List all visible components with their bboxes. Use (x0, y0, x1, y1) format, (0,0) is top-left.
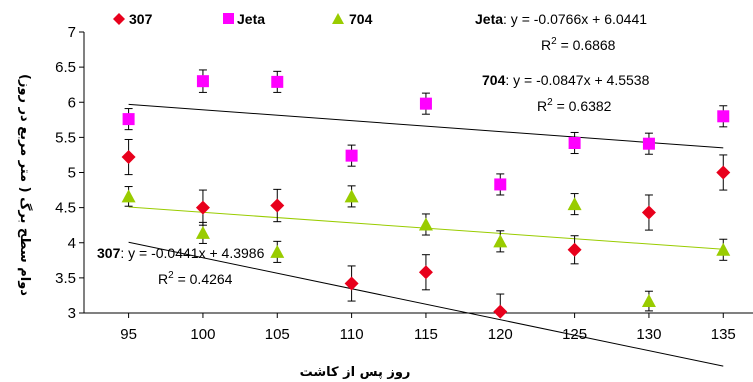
y-tick-label: 6.5 (55, 59, 76, 76)
x-axis-title: روز پس از کاشت (300, 365, 411, 380)
y-tick-label: 4 (68, 235, 76, 252)
legend-item-307: 307 (113, 11, 153, 27)
trendline-307 (128, 241, 724, 367)
data-point-jeta (494, 178, 507, 191)
legend-item-704: 704 (332, 11, 373, 27)
data-point-307 (344, 276, 359, 291)
x-tick-label: 115 (414, 326, 438, 343)
x-tick-label: 135 (711, 326, 736, 343)
y-tick-label: 6 (68, 94, 76, 111)
data-point-307 (493, 304, 508, 319)
x-tick-label: 130 (636, 326, 661, 343)
data-point-704 (344, 189, 359, 203)
data-point-jeta (642, 137, 655, 150)
data-point-jeta (568, 136, 581, 149)
data-point-307 (195, 200, 210, 215)
equation-307-name: 307 (97, 245, 121, 261)
data-point-704 (121, 189, 136, 203)
data-point-jeta (345, 149, 358, 162)
equation-jeta-line: Jeta: y = -0.0766x + 6.0441 (475, 11, 647, 27)
y-tick-label: 5.5 (55, 129, 76, 146)
equation-307: 307: y = -0.0441x + 4.3986 R2 = 0.4264 (97, 245, 265, 287)
equation-jeta-formula: : y = -0.0766x + 6.0441 (503, 11, 647, 27)
equation-jeta: Jeta: y = -0.0766x + 6.0441 R2 = 0.6868 (475, 11, 647, 53)
equation-307-r2: R2 = 0.4264 (158, 270, 233, 287)
legend-label-jeta: Jeta (237, 11, 265, 27)
equation-704-name: 704 (482, 72, 506, 88)
equation-704: 704: y = -0.0847x + 4.5538 R2 = 0.6382 (482, 72, 650, 114)
equation-704-line: 704: y = -0.0847x + 4.5538 (482, 72, 650, 88)
data-point-704 (716, 242, 731, 256)
data-point-307 (567, 242, 582, 257)
data-point-jeta (196, 75, 209, 88)
y-tick-label: 7 (68, 24, 76, 41)
x-tick-label: 105 (265, 326, 290, 343)
legend-label-307: 307 (129, 11, 153, 27)
x-tick-label: 95 (120, 326, 137, 343)
x-ticks: 95 100 105 110 115 120 125 130 135 (120, 313, 736, 343)
equation-704-r2: R2 = 0.6382 (537, 97, 612, 114)
data-point-307 (270, 198, 285, 213)
data-point-307 (121, 150, 136, 165)
data-point-704 (418, 217, 433, 231)
data-point-704 (567, 197, 582, 211)
data-point-704 (195, 225, 210, 239)
legend-item-jeta: Jeta (223, 11, 265, 27)
legend-marker-jeta (223, 13, 234, 24)
y-tick-label: 3 (68, 305, 76, 322)
equation-704-formula: : y = -0.0847x + 4.5538 (505, 72, 649, 88)
equation-307-formula: : y = -0.0441x + 4.3986 (120, 245, 264, 261)
data-point-jeta (717, 110, 730, 123)
y-tick-label: 3.5 (55, 270, 76, 287)
data-point-jeta (122, 113, 135, 126)
y-axis-title: دوام سطح برگ ( متر مربع در روز) (17, 74, 34, 296)
data-point-307 (418, 265, 433, 280)
legend-marker-704 (332, 13, 344, 24)
equation-jeta-r2: R2 = 0.6868 (541, 36, 616, 53)
data-point-307 (716, 165, 731, 180)
legend-label-704: 704 (349, 11, 373, 27)
data-point-jeta (271, 75, 284, 88)
x-tick-label: 120 (488, 326, 513, 343)
markers (121, 75, 731, 319)
x-tick-label: 100 (190, 326, 215, 343)
data-point-307 (641, 205, 656, 220)
x-tick-label: 125 (562, 326, 587, 343)
data-point-jeta (419, 97, 432, 110)
data-point-704 (493, 234, 508, 248)
y-tick-label: 4.5 (55, 200, 76, 217)
trendline-jeta (128, 103, 724, 149)
legend-marker-307 (113, 13, 125, 25)
data-point-704 (641, 294, 656, 308)
x-tick-label: 110 (340, 326, 364, 343)
equation-jeta-name: Jeta (475, 11, 503, 27)
equation-307-line: 307: y = -0.0441x + 4.3986 (97, 245, 265, 261)
legend: 307 Jeta 704 (113, 11, 373, 27)
y-tick-label: 5 (68, 165, 76, 182)
data-point-704 (270, 244, 285, 258)
y-ticks: 3 3.5 4 4.5 5 5.5 6 6.5 7 (55, 24, 84, 322)
